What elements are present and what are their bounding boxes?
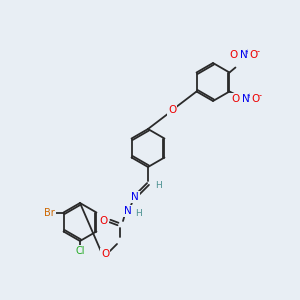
Text: O: O xyxy=(229,50,238,61)
Text: O: O xyxy=(100,216,108,226)
Text: N: N xyxy=(242,94,249,104)
Text: -: - xyxy=(259,91,262,100)
Text: -: - xyxy=(257,47,260,56)
Text: H: H xyxy=(154,182,161,190)
Text: O: O xyxy=(251,94,260,104)
Text: Br: Br xyxy=(44,208,55,218)
Text: O: O xyxy=(231,94,240,104)
Text: N: N xyxy=(240,50,247,61)
Text: Cl: Cl xyxy=(75,246,85,256)
Text: +: + xyxy=(244,49,250,55)
Text: N: N xyxy=(131,192,139,202)
Text: +: + xyxy=(247,92,252,98)
Text: O: O xyxy=(249,50,258,61)
Text: O: O xyxy=(168,105,176,115)
Text: N: N xyxy=(124,206,132,216)
Text: O: O xyxy=(101,249,109,259)
Text: H: H xyxy=(135,208,141,217)
